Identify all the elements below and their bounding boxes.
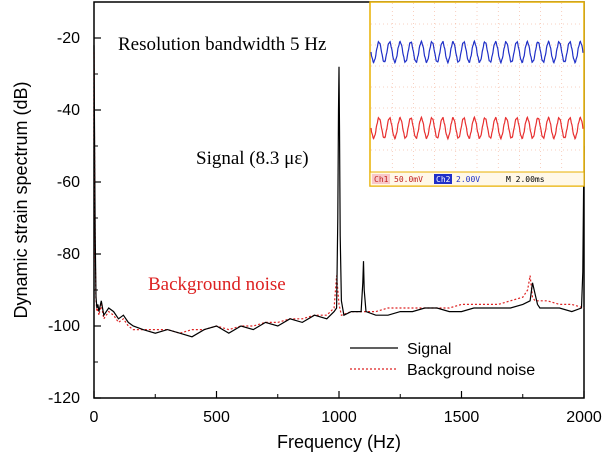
resolution-annotation: Resolution bandwidth 5 Hz — [118, 34, 326, 55]
ch2-label: Ch2 — [436, 175, 451, 184]
legend-noise-label: Background noise — [407, 362, 535, 379]
legend-signal-label: Signal — [407, 341, 451, 358]
oscilloscope-inset: Ch1 50.0mV Ch2 2.00V M 2.00ms — [369, 1, 585, 187]
signal-series-line — [93, 45, 585, 338]
x-axis-title: Frequency (Hz) — [277, 432, 401, 452]
x-tick-label: 2000 — [566, 409, 602, 426]
timebase-label: M 2.00ms — [506, 175, 545, 184]
noise-series — [93, 52, 585, 334]
ch2-value: 2.00V — [456, 175, 480, 184]
noise-annotation: Background noise — [148, 274, 286, 295]
inset-background — [369, 1, 585, 187]
inset-status-bar — [369, 171, 585, 187]
legend: Signal Background noise — [350, 341, 535, 379]
ch1-waveform — [370, 115, 584, 141]
signal-annotation: Signal (8.3 με) — [196, 148, 309, 169]
y-tick-label: -100 — [48, 318, 80, 335]
y-tick-label: -20 — [57, 30, 80, 47]
signal-series — [93, 45, 585, 338]
x-tick-label: 1500 — [444, 409, 480, 426]
inset-grid — [371, 3, 583, 171]
y-tick-label: -120 — [48, 390, 80, 407]
ch2-badge — [434, 174, 452, 184]
y-tick-label: -80 — [57, 246, 80, 263]
x-tick-label: 500 — [203, 409, 230, 426]
y-tick-label: -40 — [57, 102, 80, 119]
y-axis-title: Dynamic strain spectrum (dB) — [11, 81, 31, 318]
y-tick-label: -60 — [57, 174, 80, 191]
ch1-value: 50.0mV — [394, 175, 423, 184]
noise-series-line — [93, 52, 585, 334]
ch1-badge — [372, 174, 390, 184]
x-tick-label: 0 — [90, 409, 99, 426]
ch1-label: Ch1 — [374, 175, 389, 184]
x-tick-label: 1000 — [321, 409, 357, 426]
ch2-waveform — [370, 39, 584, 65]
